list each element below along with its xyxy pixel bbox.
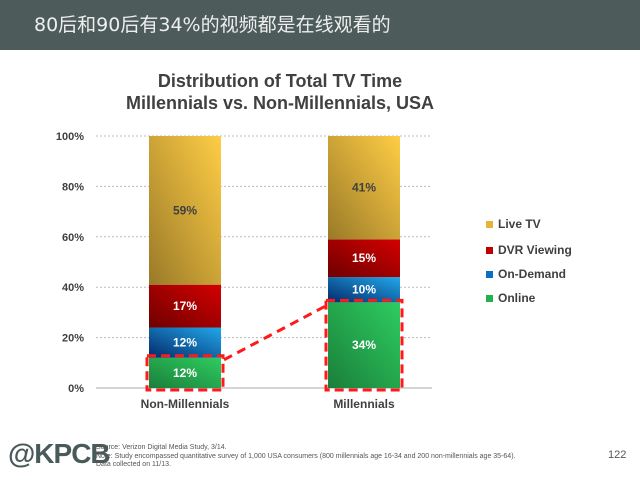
bar-segment-live-tv [149, 136, 221, 285]
y-tick-label: 100% [56, 131, 84, 143]
highlight-box [145, 354, 225, 392]
legend-label: Live TV [498, 217, 541, 231]
data-label: 12% [173, 336, 197, 350]
bar-segment-dvr-viewing [149, 284, 221, 328]
highlight-box [324, 298, 404, 392]
data-label: 59% [173, 203, 197, 217]
chart-subtitle: Millennials vs. Non-Millennials, USA [125, 93, 435, 113]
bar-segment-online [328, 302, 400, 388]
x-tick-label: Non-Millennials [141, 397, 230, 411]
y-tick-label: 60% [62, 232, 84, 244]
data-label: 17% [173, 299, 197, 313]
legend-label: DVR Viewing [498, 243, 572, 257]
data-label: 34% [352, 338, 376, 352]
data-label: 10% [352, 283, 376, 297]
bar-segment-on-demand [149, 327, 221, 358]
chart-title: Distribution of Total TV Time Millennial… [0, 70, 560, 114]
legend-swatch [486, 247, 493, 254]
kpcb-logo: @KPCB [8, 438, 111, 469]
footnote: Source: Verizon Digital Media Study, 3/1… [96, 444, 515, 470]
collected-text: Data collected on 11/13. [96, 461, 171, 468]
bar-segment-dvr-viewing [328, 239, 400, 278]
legend-swatch [486, 221, 493, 228]
y-tick-label: 80% [62, 181, 84, 193]
legend-label: On-Demand [498, 267, 566, 281]
slide-header: 80后和90后有34%的视频都是在线观看的 [0, 0, 640, 50]
bar-segment-on-demand [328, 277, 400, 303]
data-label: 12% [173, 366, 197, 380]
highlight-connector [223, 304, 326, 362]
note-text: Note: Study encompassed quantitative sur… [96, 452, 516, 460]
legend-label: Online [498, 291, 536, 305]
chart-title-line1: Distribution of Total TV Time [157, 71, 403, 91]
source-text: Source: Verizon Digital Media Study, 3/1… [96, 444, 227, 451]
legend-swatch [486, 271, 493, 278]
bar-segment-online [149, 357, 221, 388]
page-number: 122 [608, 449, 627, 461]
y-tick-label: 0% [68, 383, 84, 395]
x-tick-label: Millennials [333, 397, 395, 411]
data-label: 15% [352, 251, 376, 265]
y-tick-label: 40% [62, 282, 84, 294]
data-label: 41% [352, 181, 376, 195]
y-tick-label: 20% [62, 333, 84, 345]
legend-swatch [486, 295, 493, 302]
bar-segment-live-tv [328, 136, 400, 240]
